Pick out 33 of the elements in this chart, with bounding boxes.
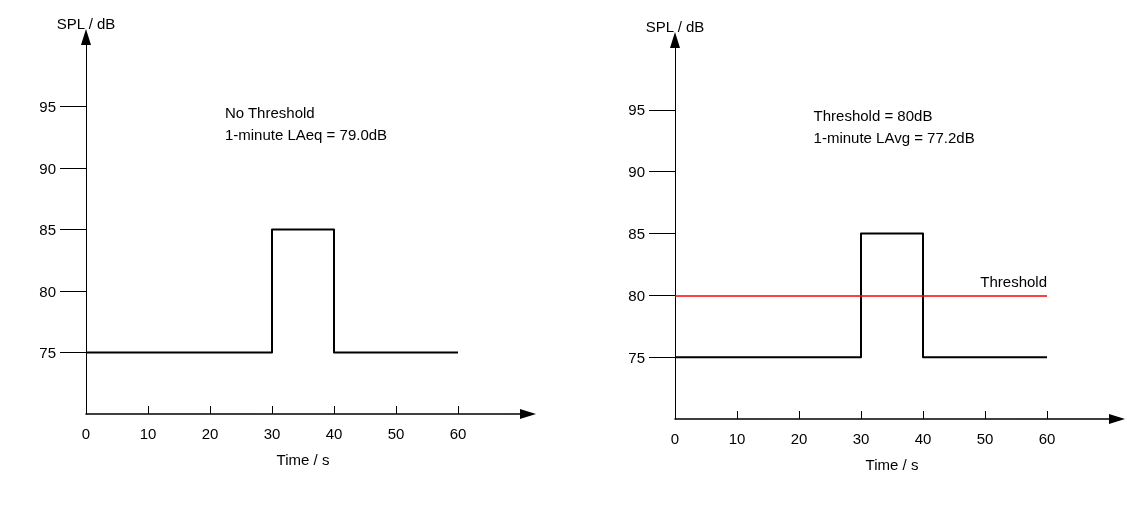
y-tick-label: 75	[628, 348, 645, 366]
y-tick-label: 80	[628, 286, 645, 304]
x-tick-label: 40	[914, 430, 932, 447]
y-tick-label: 90	[628, 163, 645, 181]
x-tick-label: 20	[201, 425, 219, 442]
x-tick-label: 0	[81, 425, 91, 442]
annotation: 1-minute LAvg = 77.2dB	[813, 129, 975, 146]
x-tick-label: 60	[1038, 430, 1056, 447]
annotation: Threshold = 80dB	[813, 107, 933, 124]
x-axis-title: Time / s	[865, 456, 919, 473]
y-tick-label: 85	[628, 225, 645, 242]
y-axis-title: SPL / dB	[645, 18, 705, 35]
x-tick-label: 40	[325, 425, 343, 442]
x-tick-label: 30	[852, 430, 870, 447]
annotation: No Threshold	[224, 104, 315, 121]
y-tick-label: 85	[39, 221, 56, 238]
y-tick-label: 95	[39, 98, 56, 115]
x-tick-label: 10	[139, 425, 157, 442]
x-tick-label: 0	[670, 430, 680, 447]
x-tick-label: 60	[449, 425, 467, 442]
y-tick-label: 95	[628, 101, 645, 119]
y-tick-label: 80	[39, 282, 56, 300]
y-tick-label: 90	[39, 159, 56, 177]
y-tick-label: 75	[39, 344, 56, 361]
x-tick-label: 50	[976, 430, 994, 447]
x-tick-label: 10	[728, 430, 746, 447]
annotation: 1-minute LAeq = 79.0dB	[224, 126, 388, 143]
x-tick-label: 50	[387, 425, 405, 442]
x-axis-title: Time / s	[276, 451, 330, 468]
y-axis-title: SPL / dB	[56, 15, 116, 32]
x-tick-label: 30	[263, 425, 281, 442]
x-tick-label: 20	[790, 430, 808, 447]
ref-line-label: Threshold	[980, 273, 1047, 291]
